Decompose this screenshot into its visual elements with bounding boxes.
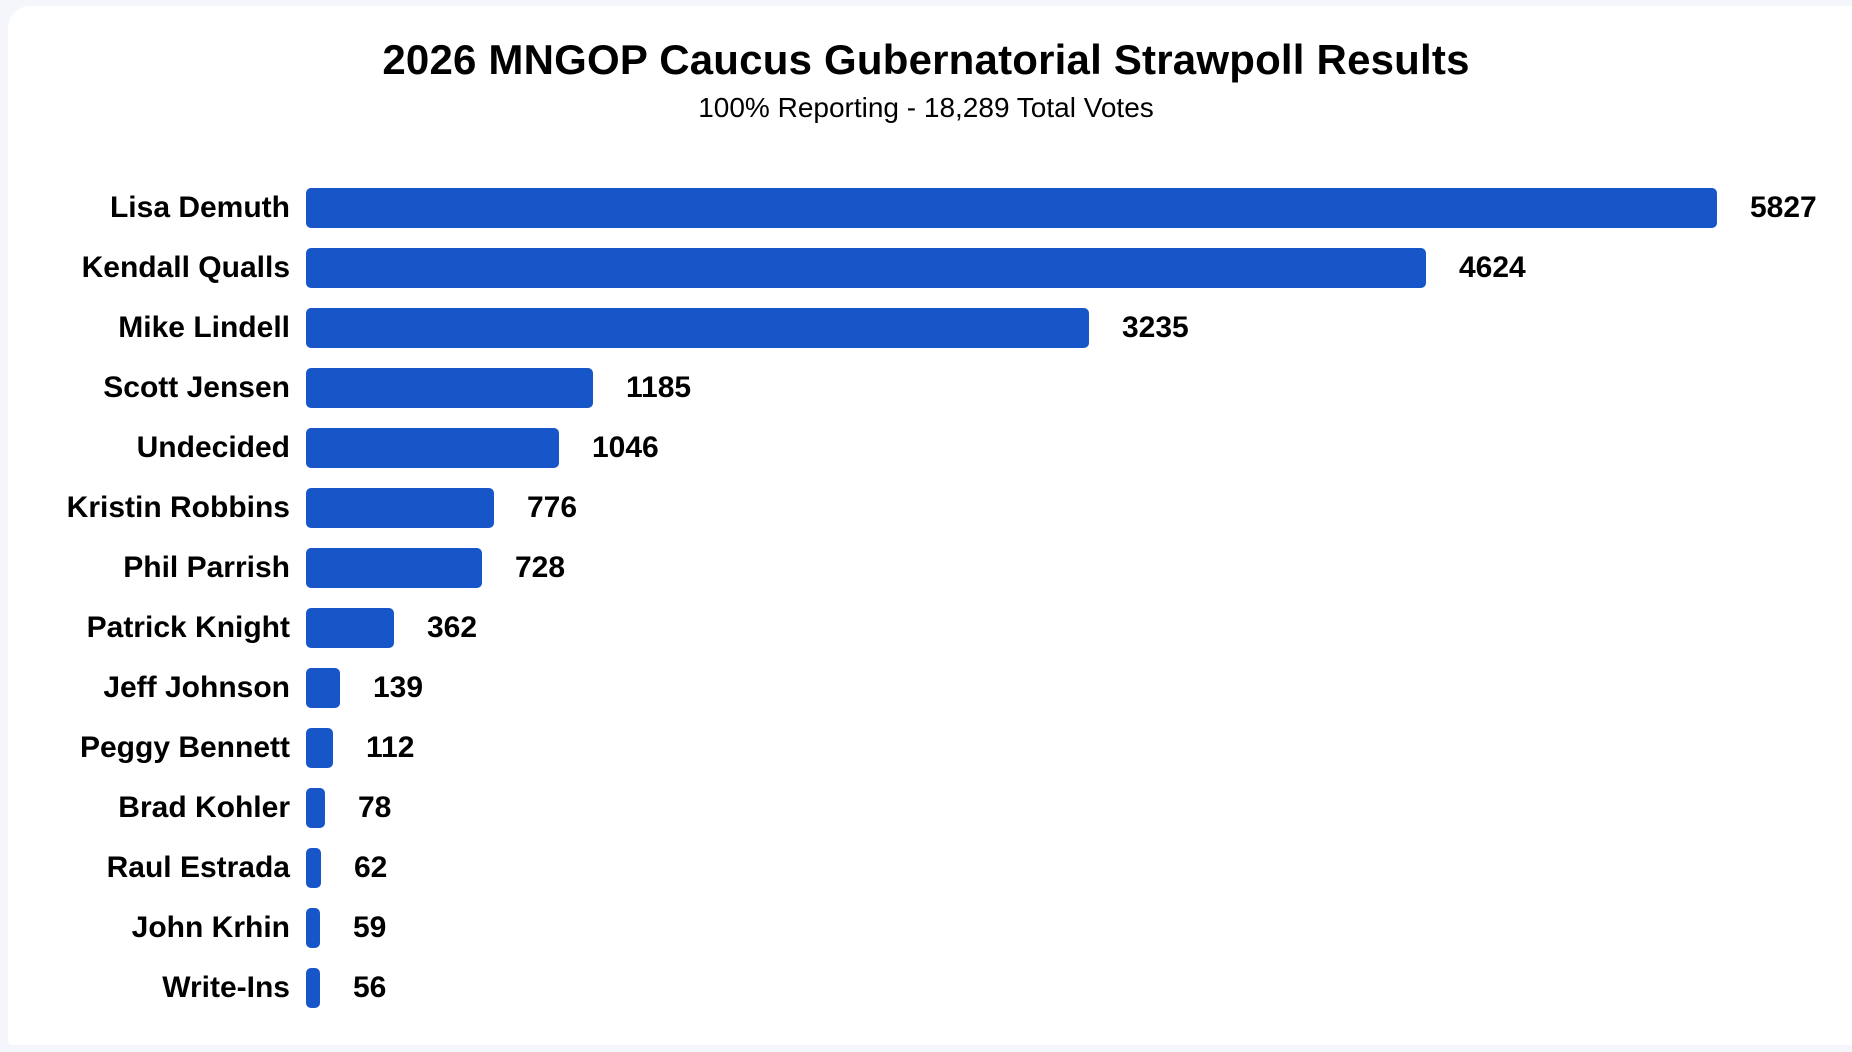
bar <box>306 488 494 528</box>
bar <box>306 428 559 468</box>
chart-row: Kristin Robbins 776 <box>0 478 1852 538</box>
bar-category-label: Undecided <box>136 431 290 464</box>
bar-category-label: Peggy Bennett <box>79 731 290 764</box>
bar <box>306 548 482 588</box>
chart-subtitle: 100% Reporting - 18,289 Total Votes <box>698 92 1154 123</box>
chart-row: John Krhin 59 <box>0 898 1852 958</box>
bar-value-label: 1046 <box>592 431 659 464</box>
bar-value-label: 776 <box>527 491 578 524</box>
bar-value-label: 139 <box>373 671 424 704</box>
bar-value-label: 5827 <box>1750 191 1817 224</box>
bar <box>306 308 1089 348</box>
bar-value-label: 56 <box>353 971 387 1004</box>
chart-row: Kendall Qualls 4624 <box>0 238 1852 298</box>
bar-category-label: Mike Lindell <box>118 311 290 344</box>
bar <box>306 248 1426 288</box>
bar-category-label: Raul Estrada <box>106 851 290 884</box>
bar-value-label: 3235 <box>1122 311 1189 344</box>
bar-value-label: 78 <box>358 791 392 824</box>
chart-row: Mike Lindell 3235 <box>0 298 1852 358</box>
bar-category-label: Scott Jensen <box>103 371 290 404</box>
chart-row: Write-Ins 56 <box>0 958 1852 1018</box>
bar <box>306 608 394 648</box>
chart-row: Lisa Demuth 5827 <box>0 178 1852 238</box>
chart-row: Patrick Knight 362 <box>0 598 1852 658</box>
chart-row: Brad Kohler 78 <box>0 778 1852 838</box>
bar-category-label: Jeff Johnson <box>103 671 290 704</box>
bar <box>306 968 320 1008</box>
bar-value-label: 1185 <box>626 371 692 404</box>
bar-category-label: Kristin Robbins <box>66 491 290 524</box>
bar-category-label: Patrick Knight <box>86 611 290 644</box>
bar-category-label: Write-Ins <box>162 971 290 1004</box>
chart-title: 2026 MNGOP Caucus Gubernatorial Strawpol… <box>382 36 1470 83</box>
chart-row: Raul Estrada 62 <box>0 838 1852 898</box>
bar-value-label: 59 <box>353 911 387 944</box>
bar-value-label: 728 <box>515 551 566 584</box>
bar <box>306 788 325 828</box>
bar <box>306 728 333 768</box>
bar-category-label: Phil Parrish <box>123 551 290 584</box>
bar <box>306 188 1717 228</box>
bar-chart: Lisa Demuth 5827 Kendall Qualls 4624 Mike Li… <box>0 178 1852 1018</box>
bar-value-label: 4624 <box>1459 251 1526 284</box>
bar-value-label: 62 <box>354 851 388 884</box>
chart-row: Scott Jensen 1185 <box>0 358 1852 418</box>
bar-category-label: Lisa Demuth <box>109 191 290 224</box>
chart-row: Jeff Johnson 139 <box>0 658 1852 718</box>
chart-row: Phil Parrish 728 <box>0 538 1852 598</box>
chart-row: Peggy Bennett 112 <box>0 718 1852 778</box>
bar <box>306 368 593 408</box>
chart-row: Undecided 1046 <box>0 418 1852 478</box>
bar <box>306 668 340 708</box>
bar-category-label: Kendall Qualls <box>81 251 290 284</box>
bar <box>306 848 321 888</box>
bar-category-label: Brad Kohler <box>118 791 290 824</box>
bar-value-label: 362 <box>427 611 478 644</box>
bar-value-label: 112 <box>366 731 415 764</box>
bar-category-label: John Krhin <box>131 911 290 944</box>
bar <box>306 908 320 948</box>
